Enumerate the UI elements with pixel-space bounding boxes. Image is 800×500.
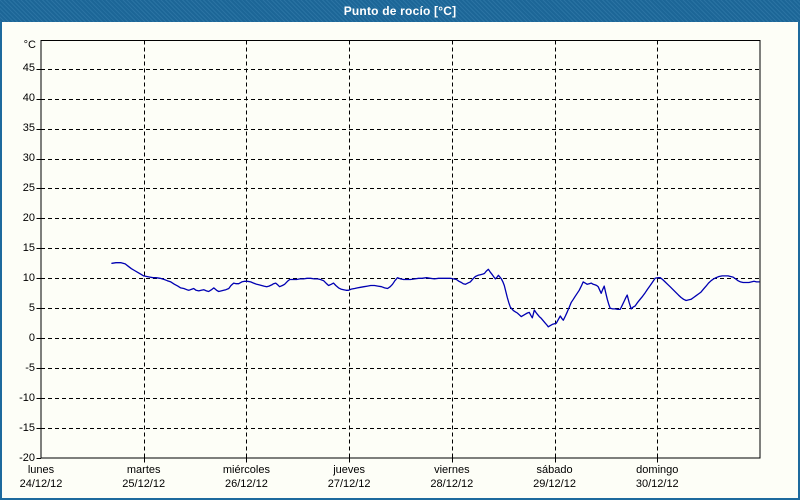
- y-tick-label: 0: [28, 331, 35, 344]
- day-date: 24/12/12: [19, 478, 63, 490]
- day-date: 25/12/12: [122, 478, 166, 490]
- x-day-label: martes 25/12/12: [92, 463, 196, 491]
- day-name: lunes: [27, 464, 55, 476]
- day-date: 30/12/12: [635, 478, 679, 490]
- y-tick-label: -10: [19, 391, 35, 404]
- day-date: 27/12/12: [327, 478, 371, 490]
- day-name: martes: [126, 464, 161, 476]
- x-day-label: lunes 24/12/12: [0, 463, 93, 491]
- day-name: miércoles: [222, 464, 270, 476]
- chart-title: Punto de rocío [°C]: [343, 4, 457, 18]
- day-name: jueves: [333, 464, 366, 476]
- day-date: 29/12/12: [533, 478, 576, 490]
- y-tick-label: 10: [22, 271, 35, 284]
- x-day-label: sábado 29/12/12: [503, 463, 607, 491]
- x-day-label: domingo 30/12/12: [605, 463, 709, 491]
- day-date: 26/12/12: [225, 478, 268, 490]
- x-day-label: viernes 28/12/12: [400, 463, 504, 491]
- y-tick-label: 20: [22, 211, 35, 224]
- title-bar: Punto de rocío [°C]: [0, 0, 800, 22]
- y-tick-label: -20: [19, 451, 35, 464]
- y-tick-label: 45: [22, 62, 35, 75]
- day-name: viernes: [434, 464, 470, 476]
- y-tick-label: 30: [22, 152, 35, 164]
- x-day-label: jueves 27/12/12: [297, 463, 401, 491]
- day-name: sábado: [536, 464, 573, 476]
- y-tick-label: 5: [28, 301, 35, 314]
- y-tick-label: 25: [22, 181, 35, 194]
- dew-point-series-line: [111, 262, 760, 328]
- x-day-label: miércoles 26/12/12: [194, 463, 298, 491]
- y-tick-label: -5: [25, 361, 35, 374]
- y-tick-label: 35: [22, 122, 35, 135]
- day-name: domingo: [636, 464, 679, 476]
- plot-frame: [40, 40, 761, 459]
- y-axis-unit-label: °C: [23, 39, 36, 51]
- y-tick-label: -15: [19, 421, 35, 434]
- y-tick-label: 15: [22, 241, 35, 254]
- y-tick-label: 40: [22, 92, 35, 105]
- day-date: 28/12/12: [430, 478, 474, 490]
